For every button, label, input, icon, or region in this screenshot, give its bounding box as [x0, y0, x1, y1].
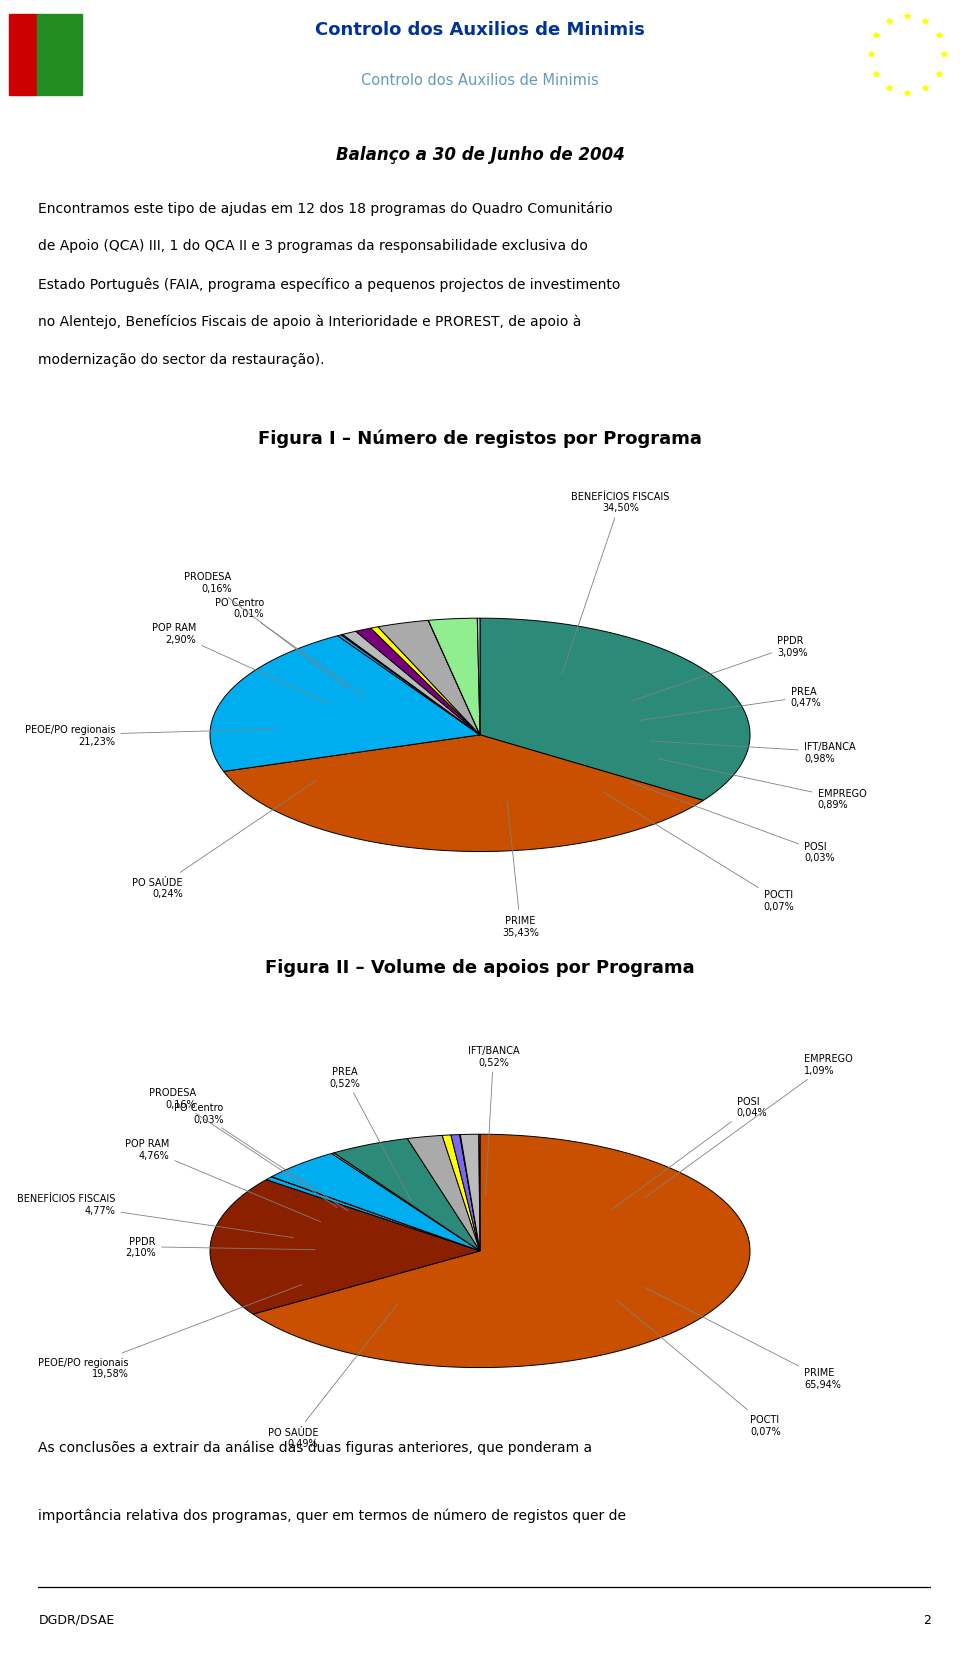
Text: de Apoio (QCA) III, 1 do QCA II e 3 programas da responsabilidade exclusiva do: de Apoio (QCA) III, 1 do QCA II e 3 prog… — [38, 239, 588, 254]
Text: PRIME
35,43%: PRIME 35,43% — [502, 803, 539, 937]
Polygon shape — [480, 618, 750, 801]
Text: POCTI
0,07%: POCTI 0,07% — [617, 1300, 780, 1436]
Text: no Alentejo, Benefícios Fiscais de apoio à Interioridade e PROREST, de apoio à: no Alentejo, Benefícios Fiscais de apoio… — [38, 314, 582, 329]
Text: Balanço a 30 de Junho de 2004: Balanço a 30 de Junho de 2004 — [336, 146, 624, 163]
Text: EMPREGO
0,89%: EMPREGO 0,89% — [659, 759, 866, 810]
Text: Figura II – Volume de apoios por Programa: Figura II – Volume de apoios por Program… — [265, 959, 695, 976]
Polygon shape — [443, 1136, 480, 1252]
Polygon shape — [356, 628, 480, 736]
Text: BENEFÍCIOS FISCAIS
34,50%: BENEFÍCIOS FISCAIS 34,50% — [562, 492, 669, 674]
Polygon shape — [266, 1178, 480, 1252]
Text: Controlo dos Auxilios de Minimis: Controlo dos Auxilios de Minimis — [315, 22, 645, 39]
Text: EMPREGO
1,09%: EMPREGO 1,09% — [644, 1053, 852, 1198]
Polygon shape — [428, 618, 480, 736]
Text: POP RAM
2,90%: POP RAM 2,90% — [152, 623, 329, 704]
Text: PRODESA
0,16%: PRODESA 0,16% — [184, 571, 348, 689]
Polygon shape — [342, 635, 480, 736]
Text: POSI
0,03%: POSI 0,03% — [631, 783, 834, 864]
Polygon shape — [477, 618, 480, 736]
Polygon shape — [460, 1136, 480, 1252]
Text: As conclusões a extrair da análise das duas figuras anteriores, que ponderam a: As conclusões a extrair da análise das d… — [38, 1440, 592, 1455]
Polygon shape — [479, 1134, 480, 1252]
Text: POSI
0,04%: POSI 0,04% — [612, 1097, 767, 1210]
Text: IFT/BANCA
0,52%: IFT/BANCA 0,52% — [468, 1045, 519, 1194]
Text: Figura I – Número de registos por Programa: Figura I – Número de registos por Progra… — [258, 428, 702, 449]
Polygon shape — [428, 622, 480, 736]
Bar — [9, 15, 37, 96]
Text: IFT/BANCA
0,98%: IFT/BANCA 0,98% — [650, 741, 855, 763]
Text: PO SAÚDE
0,49%: PO SAÚDE 0,49% — [268, 1305, 397, 1448]
Polygon shape — [341, 635, 480, 736]
Text: POP RAM
4,76%: POP RAM 4,76% — [125, 1139, 321, 1221]
Text: PO Centro
0,03%: PO Centro 0,03% — [175, 1102, 348, 1211]
Text: modernização do sector da restauração).: modernização do sector da restauração). — [38, 353, 324, 366]
Text: DGDR/DSAE: DGDR/DSAE — [38, 1613, 114, 1626]
Polygon shape — [371, 627, 480, 736]
Text: PPDR
3,09%: PPDR 3,09% — [631, 635, 807, 702]
Text: Encontramos este tipo de ajudas em 12 dos 18 programas do Quadro Comunitário: Encontramos este tipo de ajudas em 12 do… — [38, 202, 613, 217]
Polygon shape — [272, 1154, 480, 1252]
Polygon shape — [253, 1134, 750, 1368]
Polygon shape — [331, 1152, 480, 1252]
Text: importância relativa dos programas, quer em termos de número de registos quer de: importância relativa dos programas, quer… — [38, 1509, 626, 1522]
Polygon shape — [343, 632, 480, 736]
Polygon shape — [210, 1179, 480, 1314]
Text: PPDR
2,10%: PPDR 2,10% — [125, 1236, 315, 1258]
Bar — [37, 15, 83, 96]
Polygon shape — [272, 1178, 480, 1252]
Polygon shape — [451, 1136, 480, 1252]
Polygon shape — [378, 622, 480, 736]
Text: PEOE/PO regionais
21,23%: PEOE/PO regionais 21,23% — [25, 724, 275, 746]
Text: Controlo dos Auxilios de Minimis: Controlo dos Auxilios de Minimis — [361, 74, 599, 87]
Text: PO Centro
0,01%: PO Centro 0,01% — [215, 598, 365, 697]
Polygon shape — [334, 1139, 480, 1252]
Text: PO SAÚDE
0,24%: PO SAÚDE 0,24% — [132, 781, 316, 899]
Polygon shape — [461, 1134, 480, 1252]
Polygon shape — [224, 736, 704, 852]
Text: PEOE/PO regionais
19,58%: PEOE/PO regionais 19,58% — [38, 1285, 301, 1379]
Text: PRODESA
0,16%: PRODESA 0,16% — [150, 1087, 337, 1208]
Text: 2: 2 — [924, 1613, 931, 1626]
Text: Estado Português (FAIA, programa específico a pequenos projectos de investimento: Estado Português (FAIA, programa específ… — [38, 277, 621, 291]
Polygon shape — [338, 635, 480, 736]
Polygon shape — [210, 637, 480, 771]
Polygon shape — [407, 1136, 480, 1252]
Text: PRIME
65,94%: PRIME 65,94% — [644, 1287, 841, 1389]
Text: POCTI
0,07%: POCTI 0,07% — [604, 793, 794, 912]
Text: PREA
0,52%: PREA 0,52% — [329, 1067, 411, 1201]
Text: PREA
0,47%: PREA 0,47% — [639, 687, 821, 721]
Text: BENEFÍCIOS FISCAIS
4,77%: BENEFÍCIOS FISCAIS 4,77% — [17, 1194, 294, 1238]
